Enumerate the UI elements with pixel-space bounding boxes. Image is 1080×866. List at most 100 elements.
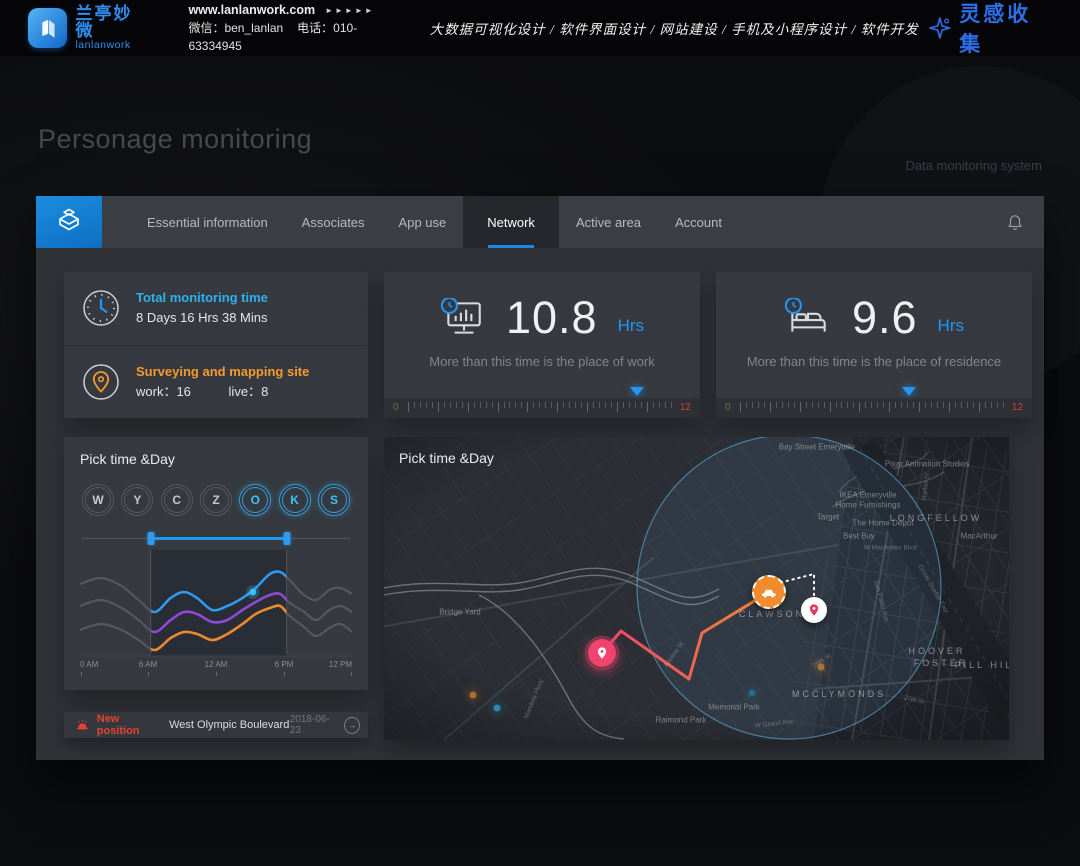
work-card-desc: More than this time is the place of work — [429, 354, 655, 369]
brand-name: 灵感收集 — [959, 3, 1032, 56]
residence-hours-value: 9.6 — [851, 292, 918, 343]
lanlanwork-logo-icon — [28, 7, 68, 48]
scale-max: 12 — [679, 402, 691, 413]
map-card-title: Pick time &Day — [399, 450, 494, 466]
tab-essential-information[interactable]: Essential information — [130, 196, 285, 248]
tab-account[interactable]: Account — [658, 196, 739, 248]
website: www.lanlanwork.com — [188, 2, 316, 17]
tab-label: Network — [487, 214, 535, 230]
sparkle-icon — [928, 17, 951, 39]
scale-pointer-icon — [629, 387, 644, 403]
clock-icon — [83, 290, 119, 326]
x-tick-label: 6 AM — [138, 660, 158, 669]
location-map-card[interactable]: Bay Street Emeryville Pixar Animation Stu… — [384, 437, 1009, 740]
scale-ticks — [408, 402, 672, 414]
top-header: 兰亭妙微 lanlanwork www.lanlanwork.com ►►►►► … — [0, 0, 1080, 56]
scale-max: 12 — [1011, 402, 1023, 413]
page-title: Personage monitoring — [38, 124, 313, 154]
day-button-y[interactable]: Y — [121, 484, 154, 516]
current-position-marker[interactable] — [752, 575, 786, 609]
geofence-circle — [636, 437, 942, 740]
map-pin-icon — [83, 364, 119, 400]
scale-pointer-icon — [901, 387, 916, 403]
day-button-w[interactable]: W — [82, 484, 114, 516]
notifications-button[interactable] — [1006, 196, 1044, 248]
services-list: 大数据可视化设计 / 软件界面设计 / 网站建设 / 手机及小程序设计 / 软件… — [429, 22, 919, 37]
tab-label: Essential information — [147, 214, 268, 230]
tab-label: Account — [674, 214, 722, 230]
alert-label: New position — [96, 713, 140, 737]
workstation-icon — [440, 298, 481, 334]
tab-network[interactable]: Network — [463, 196, 559, 248]
day-button-o[interactable]: O — [239, 484, 272, 516]
summary-card: Total monitoring time 8 Days 16 Hrs 38 M… — [64, 272, 368, 418]
slider-handle-end[interactable] — [283, 532, 291, 545]
alarm-icon — [77, 720, 88, 730]
layers-icon — [59, 208, 79, 231]
arrows-icon: ►►►►► — [325, 5, 375, 15]
mapping-label: Surveying and mapping site — [136, 363, 310, 379]
day-button-k[interactable]: K — [278, 484, 311, 516]
residence-scale-ruler: 0 12 — [716, 387, 1032, 418]
day-letter: Y — [133, 493, 142, 507]
day-button-z[interactable]: Z — [199, 484, 232, 516]
car-icon — [762, 589, 776, 597]
book-icon — [42, 19, 55, 38]
brand-right: 灵感收集 — [927, 0, 1054, 58]
bed-icon — [784, 298, 826, 332]
monitoring-label: Total monitoring time — [136, 290, 268, 306]
new-position-alert[interactable]: New position West Olympic Boulevard,... … — [64, 712, 368, 738]
origin-marker[interactable] — [585, 636, 619, 670]
scale-min: 0 — [393, 402, 399, 413]
total-monitoring-row: Total monitoring time 8 Days 16 Hrs 38 M… — [64, 272, 368, 345]
monitoring-value: 8 Days 16 Hrs 38 Mins — [136, 310, 268, 326]
x-tick-label: 12 PM — [328, 660, 352, 669]
mapping-site-row: Surveying and mapping site work：16 live：… — [64, 344, 368, 419]
travel-route — [600, 590, 771, 681]
residence-time-card: 9.6 Hrs More than this time is the place… — [716, 272, 1032, 418]
time-range-slider — [80, 532, 352, 546]
decor-wedge — [0, 806, 78, 866]
dotted-connector — [774, 572, 815, 604]
activity-chart-svg — [80, 550, 352, 657]
logo-subtitle: lanlanwork — [75, 39, 131, 52]
tab-active-area[interactable]: Active area — [559, 196, 658, 248]
live-label: live： — [228, 383, 262, 399]
day-letter: C — [172, 493, 181, 507]
chart-card-title: Pick time &Day — [80, 451, 175, 467]
day-letter: Z — [212, 493, 220, 507]
bell-icon — [1008, 214, 1022, 230]
tab-associates[interactable]: Associates — [285, 196, 382, 248]
pick-time-chart-card: Pick time &Day W Y C Z O K S 0 AM — [64, 437, 368, 690]
work-hours-value: 10.8 — [505, 292, 598, 343]
day-button-s[interactable]: S — [317, 484, 350, 516]
residence-card-desc: More than this time is the place of resi… — [746, 354, 1002, 369]
live-value: 8 — [261, 383, 269, 399]
wechat: 微信：ben_lanlan — [188, 21, 284, 36]
x-tick-label: 0 AM — [80, 660, 99, 669]
page-subtitle: Data monitoring system — [905, 158, 1042, 173]
activity-chart — [80, 548, 352, 658]
tab-label: App use — [398, 214, 447, 230]
background: Personage monitoring Data monitoring sys… — [0, 56, 1080, 866]
x-tick-label: 6 PM — [274, 660, 294, 669]
pin-icon — [597, 647, 607, 659]
destination-marker[interactable] — [801, 597, 827, 623]
slider-handle-start[interactable] — [147, 532, 155, 545]
chart-x-axis: 0 AM 6 AM 12 AM 6 PM 12 PM — [80, 660, 352, 678]
day-letter: K — [290, 493, 299, 507]
work-hours-unit: Hrs — [617, 316, 645, 335]
main-panel: Essential information Associates App use Ne… — [36, 196, 1044, 760]
alert-open-button[interactable]: → — [344, 716, 360, 734]
work-time-card: 10.8 Hrs More than this time is the plac… — [384, 272, 700, 418]
mapping-values: work：16 live：8 — [136, 382, 309, 402]
tab-app-use[interactable]: App use — [382, 196, 464, 248]
app-logo-button[interactable] — [36, 196, 102, 248]
day-button-c[interactable]: C — [160, 484, 193, 516]
work-value: 16 — [176, 383, 191, 399]
tab-list: Essential information Associates App use Ne… — [130, 196, 739, 248]
tab-label: Associates — [301, 214, 365, 230]
lanlanwork-logo: 兰亭妙微 lanlanwork — [28, 4, 150, 52]
slider-selected-range[interactable] — [150, 537, 287, 540]
